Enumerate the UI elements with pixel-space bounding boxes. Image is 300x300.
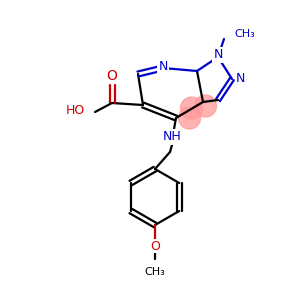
Text: N: N [213,49,223,62]
Text: N: N [236,73,245,85]
Text: HO: HO [66,103,85,116]
Text: O: O [150,239,160,253]
Text: O: O [106,69,117,83]
Text: NH: NH [163,130,182,143]
Circle shape [178,107,200,129]
Circle shape [194,95,217,117]
Circle shape [181,97,202,119]
Text: CH₃: CH₃ [145,267,165,277]
Text: CH₃: CH₃ [234,29,255,39]
Text: N: N [158,59,168,73]
